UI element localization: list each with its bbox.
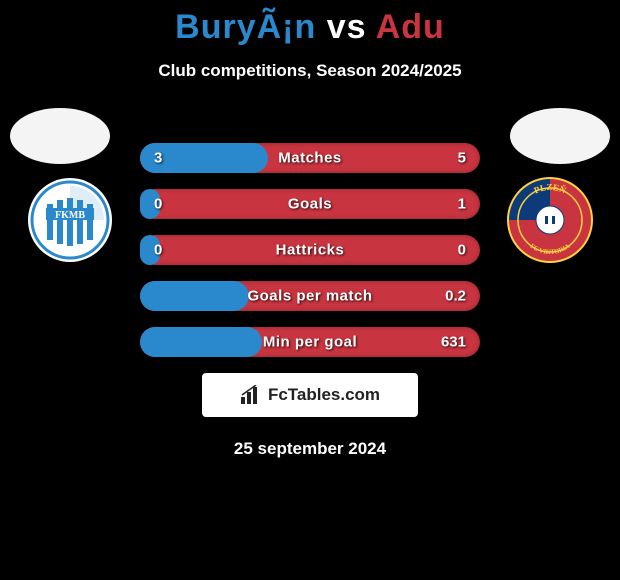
player1-name: BuryÃ¡n xyxy=(175,8,316,46)
viktoria-plzen-badge: PLZEŇ FC VIKTORIA xyxy=(500,176,600,264)
stat-right-value: 1 xyxy=(458,196,466,213)
player1-photo xyxy=(10,108,110,164)
comparison-title: BuryÃ¡n vs Adu xyxy=(0,8,620,47)
stat-left-value: 3 xyxy=(154,150,162,167)
bar-chart-icon xyxy=(240,385,262,405)
fkmb-badge: FKMB xyxy=(20,176,120,264)
stat-left-value: 0 xyxy=(154,242,162,259)
stat-row-goals-per-match: Goals per match 0.2 xyxy=(140,281,480,311)
stat-row-min-per-goal: Min per goal 631 xyxy=(140,327,480,357)
subtitle: Club competitions, Season 2024/2025 xyxy=(0,61,620,81)
player2-photo xyxy=(510,108,610,164)
stat-row-goals: 0 Goals 1 xyxy=(140,189,480,219)
stat-row-hattricks: 0 Hattricks 0 xyxy=(140,235,480,265)
vs-text: vs xyxy=(327,8,367,46)
stat-label: Hattricks xyxy=(276,242,345,259)
date-line: 25 september 2024 xyxy=(0,439,620,459)
stat-label: Min per goal xyxy=(263,334,357,351)
stat-label: Goals per match xyxy=(247,288,372,305)
stat-fill xyxy=(140,281,249,311)
stat-left-value: 0 xyxy=(154,196,162,213)
stat-right-value: 0.2 xyxy=(445,288,466,305)
svg-text:FKMB: FKMB xyxy=(55,210,85,221)
stat-label: Matches xyxy=(278,150,342,167)
player2-name: Adu xyxy=(376,8,445,46)
fctables-text: FcTables.com xyxy=(268,385,380,405)
stat-row-matches: 3 Matches 5 xyxy=(140,143,480,173)
stat-right-value: 0 xyxy=(458,242,466,259)
stat-right-value: 5 xyxy=(458,150,466,167)
stat-label: Goals xyxy=(288,196,332,213)
stat-right-value: 631 xyxy=(441,334,466,351)
stat-fill xyxy=(140,327,262,357)
fctables-badge[interactable]: FcTables.com xyxy=(202,373,418,417)
